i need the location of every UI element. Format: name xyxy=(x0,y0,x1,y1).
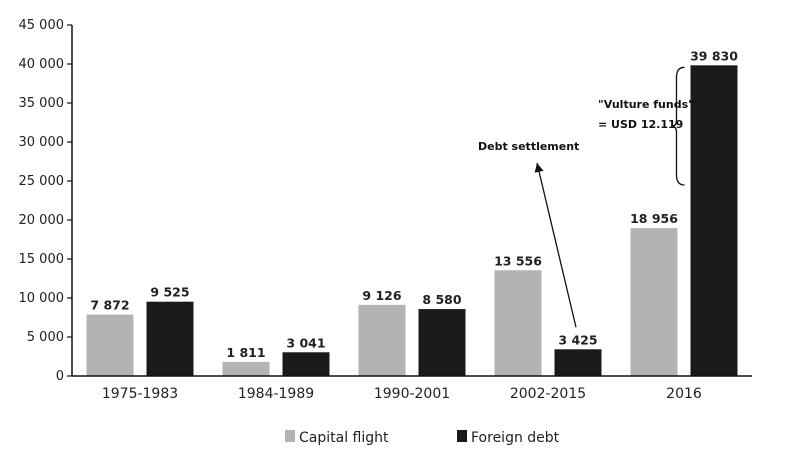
data-labels: 7 872 9 525 1 811 3 041 9 126 8 580 13 556 3 42… xyxy=(90,48,738,360)
x-tick-label: 2002-2015 xyxy=(510,386,586,402)
y-axis: 0 5 000 10 000 15 000 20 000 25 000 30 000 35 0… xyxy=(19,18,73,384)
bar-capital-flight xyxy=(358,304,406,376)
data-label: 3 041 xyxy=(286,335,325,350)
bar-foreign-debt xyxy=(146,301,194,376)
data-label: 7 872 xyxy=(90,298,129,313)
y-tick-label: 10 000 xyxy=(19,291,65,306)
data-label: 18 956 xyxy=(630,211,678,226)
vulture-funds-annotation: "Vulture funds" = USD 12.119 xyxy=(598,66,694,186)
debt-settlement-label: Debt settlement xyxy=(478,140,579,153)
x-axis: 1975-1983 1984-1989 1990-2001 2002-2015 2016 xyxy=(72,375,752,402)
bars xyxy=(86,65,738,377)
y-tick-label: 5 000 xyxy=(27,330,64,345)
y-tick-label: 40 000 xyxy=(19,57,65,72)
data-label: 8 580 xyxy=(422,292,461,307)
x-tick-label: 2016 xyxy=(666,386,702,402)
legend-swatch-capital-flight xyxy=(285,430,295,442)
bar-capital-flight xyxy=(630,228,678,376)
x-tick-label: 1975-1983 xyxy=(102,386,178,402)
vulture-funds-brace xyxy=(671,66,685,186)
bar-capital-flight xyxy=(494,270,542,376)
bar-capital-flight xyxy=(86,314,134,376)
legend: Capital flight Foreign debt xyxy=(285,430,560,446)
y-tick-label: 0 xyxy=(56,369,64,384)
y-tick-label: 35 000 xyxy=(19,96,65,111)
x-tick-label: 1984-1989 xyxy=(238,386,314,402)
vulture-funds-amount: = USD 12.119 xyxy=(598,118,683,131)
data-label: 1 811 xyxy=(226,345,265,360)
data-label: 13 556 xyxy=(494,253,542,268)
bar-foreign-debt xyxy=(282,352,330,376)
vulture-funds-label: "Vulture funds" xyxy=(598,98,694,111)
y-tick-label: 20 000 xyxy=(19,213,65,228)
debt-settlement-arrowhead xyxy=(534,163,544,173)
bar-foreign-debt xyxy=(418,309,466,376)
data-label: 3 425 xyxy=(558,332,597,347)
y-tick-label: 25 000 xyxy=(19,174,65,189)
y-tick-label: 30 000 xyxy=(19,135,65,150)
y-tick-label: 45 000 xyxy=(19,18,65,33)
legend-label-foreign-debt: Foreign debt xyxy=(471,430,560,446)
bar-foreign-debt xyxy=(554,349,602,376)
data-label: 9 525 xyxy=(150,285,189,300)
legend-label-capital-flight: Capital flight xyxy=(299,430,389,446)
x-tick-label: 1990-2001 xyxy=(374,386,450,402)
bar-capital-flight xyxy=(222,361,270,376)
bar-foreign-debt xyxy=(690,65,738,377)
debt-settlement-annotation: Debt settlement xyxy=(478,140,579,328)
data-label: 9 126 xyxy=(362,288,401,303)
data-label: 39 830 xyxy=(690,48,738,63)
y-tick-label: 15 000 xyxy=(19,252,65,267)
legend-swatch-foreign-debt xyxy=(457,430,467,442)
debt-settlement-arrow xyxy=(536,162,577,328)
